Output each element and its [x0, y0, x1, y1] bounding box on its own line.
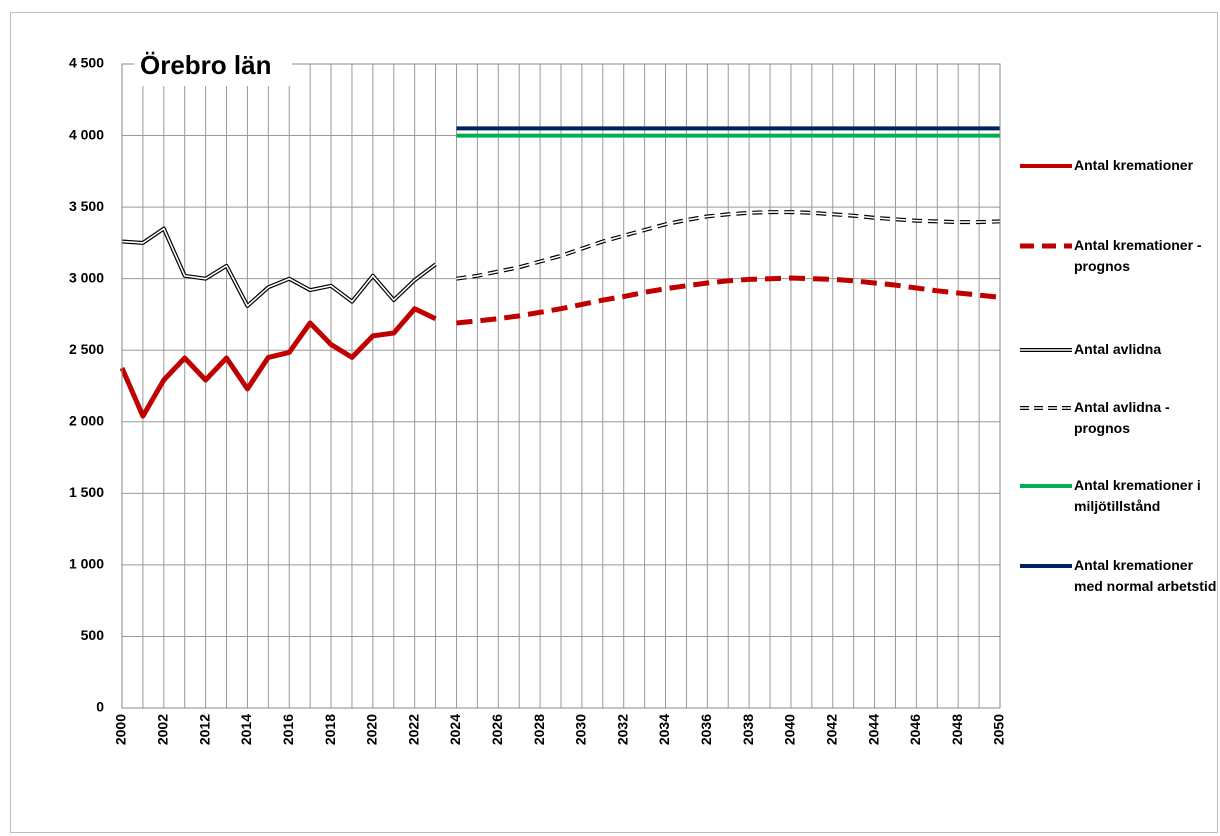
y-tick-label: 2 500: [69, 341, 104, 357]
x-tick-label: 2020: [364, 714, 380, 745]
x-tick-label: 2026: [489, 714, 505, 745]
x-tick-label: 2022: [405, 714, 421, 745]
chart-border: [10, 12, 1218, 833]
x-tick-label: 2016: [280, 714, 296, 745]
x-tick-label: 2038: [740, 714, 756, 745]
x-tick-label: 2040: [782, 714, 798, 745]
x-tick-label: 2002: [155, 714, 171, 745]
y-tick-label: 3 000: [69, 269, 104, 285]
chart-title: Örebro län: [140, 50, 271, 80]
x-tick-label: 2024: [447, 714, 463, 745]
x-tick-label: 2050: [991, 714, 1007, 745]
x-tick-label: 2048: [949, 714, 965, 745]
legend-label: Antal kremationer i miljötillstånd: [1074, 477, 1201, 514]
legend-label: Antal kremationer - prognos: [1074, 237, 1202, 274]
legend-label: Antal avlidna - prognos: [1074, 399, 1170, 436]
x-tick-label: 2034: [656, 714, 672, 745]
y-tick-label: 1 000: [69, 556, 104, 572]
x-tick-label: 2036: [698, 714, 714, 745]
x-tick-label: 2030: [573, 714, 589, 745]
y-tick-label: 3 500: [69, 198, 104, 214]
x-tick-label: 2044: [865, 714, 881, 745]
line: [456, 275, 1001, 326]
legend-label: Antal avlidna: [1074, 341, 1162, 357]
x-tick-label: 2018: [322, 714, 338, 745]
y-tick-label: 4 000: [69, 126, 104, 142]
x-tick-label: 2012: [196, 714, 212, 745]
x-tick-label: 2000: [113, 714, 129, 745]
y-tick-label: 1 500: [69, 484, 104, 500]
y-tick-label: 4 500: [69, 55, 104, 71]
x-tick-label: 2032: [614, 714, 630, 745]
line-inner: [121, 227, 437, 307]
line-inner: [456, 211, 1001, 280]
legend-label: Antal kremationer: [1074, 157, 1194, 173]
y-tick-label: 500: [81, 627, 105, 643]
line: [119, 306, 437, 419]
y-tick-label: 0: [96, 699, 104, 715]
legend-label: Antal kremationer med normal arbetstid: [1074, 557, 1217, 594]
x-tick-label: 2042: [823, 714, 839, 745]
x-tick-label: 2028: [531, 714, 547, 745]
plot-border: [121, 63, 1001, 709]
x-tick-label: 2014: [238, 714, 254, 745]
y-tick-label: 2 000: [69, 412, 104, 428]
title-box: [134, 44, 292, 86]
x-tick-label: 2046: [907, 714, 923, 745]
